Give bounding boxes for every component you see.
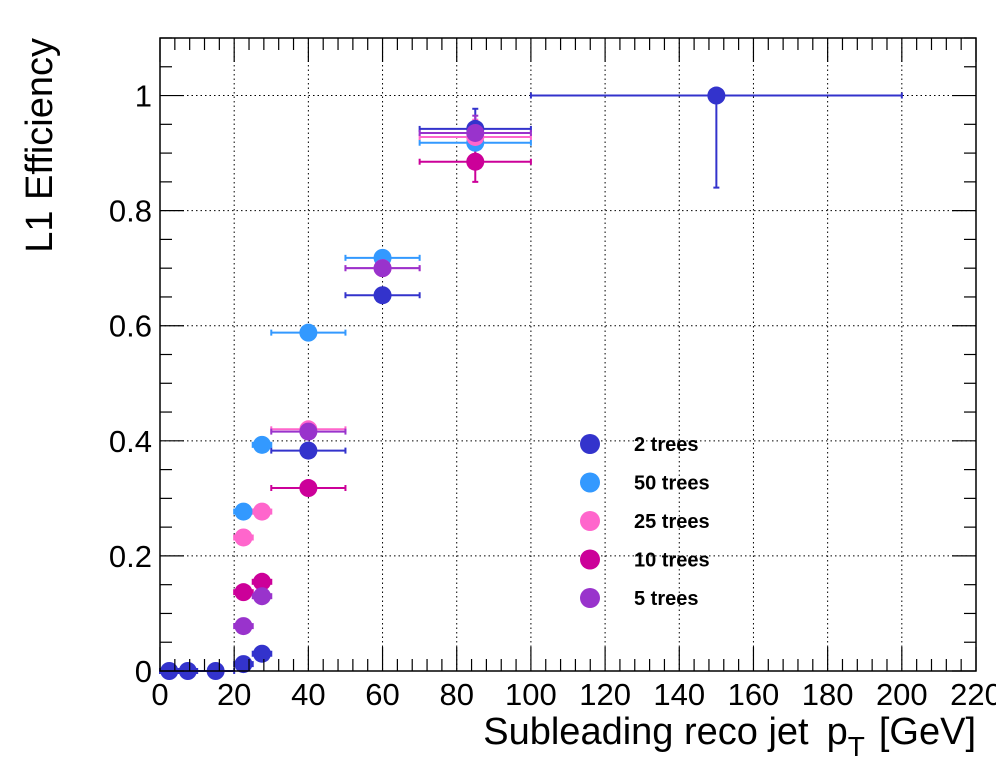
y-axis-title: L1 Efficiency	[19, 38, 61, 253]
y-tick-label: 0	[135, 654, 152, 689]
data-point	[234, 617, 253, 636]
x-tick-label: 40	[291, 677, 325, 712]
legend-marker	[580, 511, 600, 531]
legend-marker	[580, 434, 600, 454]
data-point	[466, 123, 485, 142]
x-tick-label: 80	[439, 677, 473, 712]
x-tick-label: 60	[365, 677, 399, 712]
error-bars	[159, 92, 903, 674]
x-tick-label: 100	[505, 677, 557, 712]
data-point	[373, 259, 392, 278]
data-point	[253, 644, 271, 663]
data-point	[299, 479, 318, 498]
x-tick-label: 0	[151, 677, 168, 712]
x-axis-title-unit: [GeV]	[879, 711, 976, 753]
x-tick-label: 220	[950, 677, 996, 712]
legend-label: 2 trees	[634, 434, 699, 456]
legend-label: 50 trees	[634, 473, 710, 495]
x-axis-title: Subleading reco jet pT [GeV]	[483, 711, 976, 762]
data-point	[253, 502, 271, 521]
legend-marker	[580, 588, 600, 608]
legend-label: 10 trees	[634, 550, 710, 572]
x-tick-label: 160	[728, 677, 780, 712]
data-point	[234, 655, 253, 674]
x-axis-title-text: Subleading reco jet	[483, 711, 809, 753]
data-point	[707, 86, 726, 105]
x-axis-title-var: p	[827, 711, 848, 753]
data-point	[234, 528, 253, 547]
y-tick-label: 0.8	[109, 194, 152, 229]
legend: 2 trees 50 trees 25 trees 10 trees 5 trees	[580, 434, 710, 610]
x-tick-label: 120	[579, 677, 631, 712]
data-point	[466, 152, 485, 171]
plot-frame	[159, 37, 977, 672]
grid-lines	[160, 38, 976, 671]
x-axis-title-subscript: T	[848, 731, 865, 762]
data-point	[373, 286, 392, 305]
data-point	[299, 422, 318, 441]
data-point	[299, 441, 318, 460]
y-tick-label: 0.4	[109, 424, 152, 459]
legend-label: 25 trees	[634, 511, 710, 533]
legend-label: 5 trees	[634, 588, 699, 610]
x-tick-label: 200	[876, 677, 928, 712]
x-tick-label: 180	[802, 677, 854, 712]
x-tick-label: 140	[653, 677, 705, 712]
data-point	[253, 435, 271, 454]
legend-marker	[580, 549, 600, 570]
y-tick-label: 1	[135, 79, 152, 114]
axis-ticks	[159, 37, 977, 672]
data-point	[253, 587, 271, 606]
data-point	[234, 583, 253, 602]
data-point	[234, 502, 253, 521]
tick-labels: 0 20 40 60 80 100 120 140 160 180 200 220 0 0.2 0.4 0.6…	[109, 79, 996, 712]
data-point	[253, 572, 271, 591]
y-tick-label: 0.2	[109, 539, 152, 574]
y-tick-label: 0.6	[109, 309, 152, 344]
legend-marker	[580, 472, 600, 493]
x-tick-label: 20	[217, 677, 251, 712]
data-point	[299, 323, 318, 342]
